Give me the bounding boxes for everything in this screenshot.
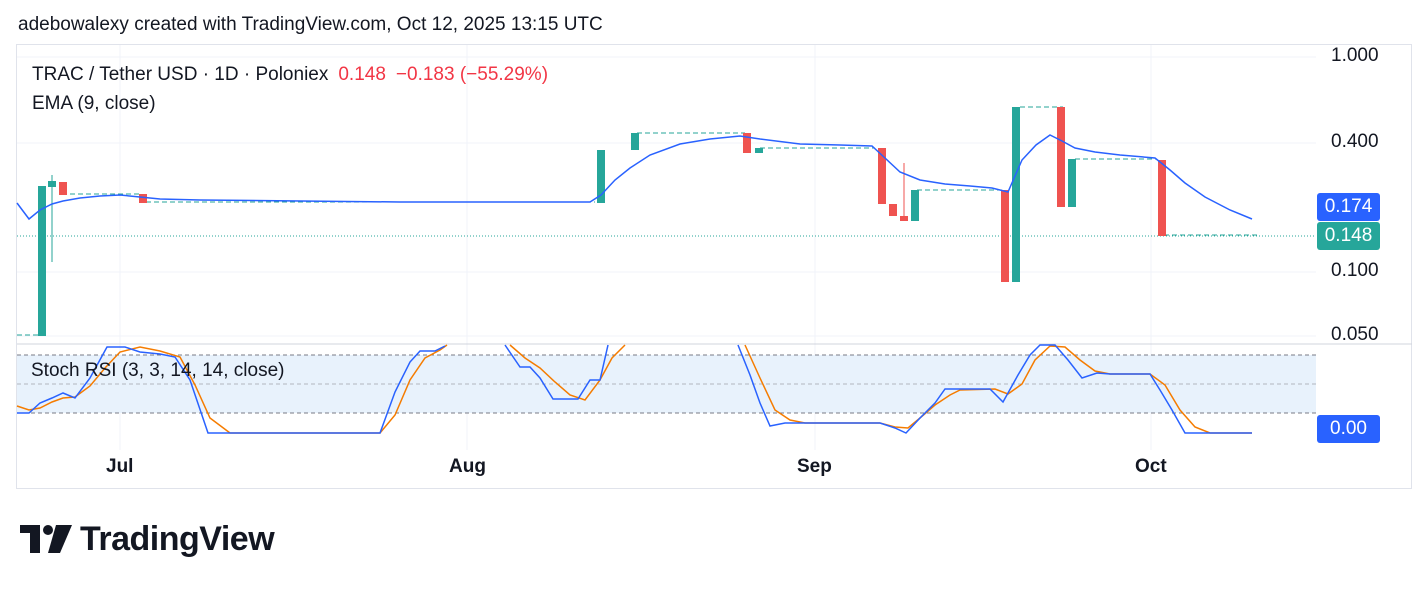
brand-name: TradingView [80, 520, 275, 558]
candle-up [1068, 159, 1076, 207]
candle-down [743, 133, 751, 153]
price-tick-2: 0.400 [1331, 131, 1379, 152]
ema-indicator-label[interactable]: EMA (9, close) [32, 93, 156, 114]
candle-down [900, 216, 908, 221]
candle-down [1057, 107, 1065, 207]
candle-up [755, 148, 763, 153]
candle-up [48, 181, 56, 187]
candles [38, 107, 1166, 336]
time-tick-sep: Sep [797, 456, 832, 477]
candle-down [1158, 160, 1166, 236]
candle-up [631, 133, 639, 150]
stoch-k-line [17, 345, 446, 434]
candle-down [889, 204, 897, 216]
price-tick-1: 1.000 [1331, 45, 1379, 66]
price-grid [17, 45, 1316, 450]
time-tick-aug: Aug [449, 456, 486, 477]
stoch-value-tag: 0.00 [1317, 415, 1380, 443]
chart-legend: TRAC / Tether USD · 1D · Poloniex 0.148 −0… [32, 60, 548, 118]
stoch-band [17, 355, 1316, 413]
time-tick-jul: Jul [106, 456, 134, 477]
tradingview-logo[interactable]: TradingView [20, 520, 275, 559]
last-price-tag: 0.148 [1317, 222, 1380, 250]
last-price-value: 0.148 [338, 64, 386, 85]
stoch-rsi-label[interactable]: Stoch RSI (3, 3, 14, 14, close) [31, 360, 285, 381]
candle-down [878, 148, 886, 204]
candle-down [139, 194, 147, 203]
chart-attribution: adebowalexy created with TradingView.com… [18, 14, 603, 35]
chart-frame [16, 44, 1412, 489]
ema-line [16, 134, 1253, 221]
candle-up [38, 186, 46, 336]
price-tick-4: 0.050 [1331, 324, 1379, 345]
candle-up [597, 150, 605, 203]
stoch-d-line [16, 344, 448, 434]
price-tick-3: 0.100 [1331, 260, 1379, 281]
tradingview-logo-icon [20, 524, 72, 553]
price-change-value: −0.183 (−55.29%) [395, 64, 549, 85]
candle-down [59, 182, 67, 195]
symbol-title[interactable]: TRAC / Tether USD · 1D · Poloniex [32, 64, 329, 85]
time-tick-oct: Oct [1135, 456, 1167, 477]
ema-price-tag: 0.174 [1317, 193, 1380, 221]
candle-up [1012, 107, 1020, 282]
candle-down [1001, 190, 1009, 282]
candle-up [911, 190, 919, 221]
